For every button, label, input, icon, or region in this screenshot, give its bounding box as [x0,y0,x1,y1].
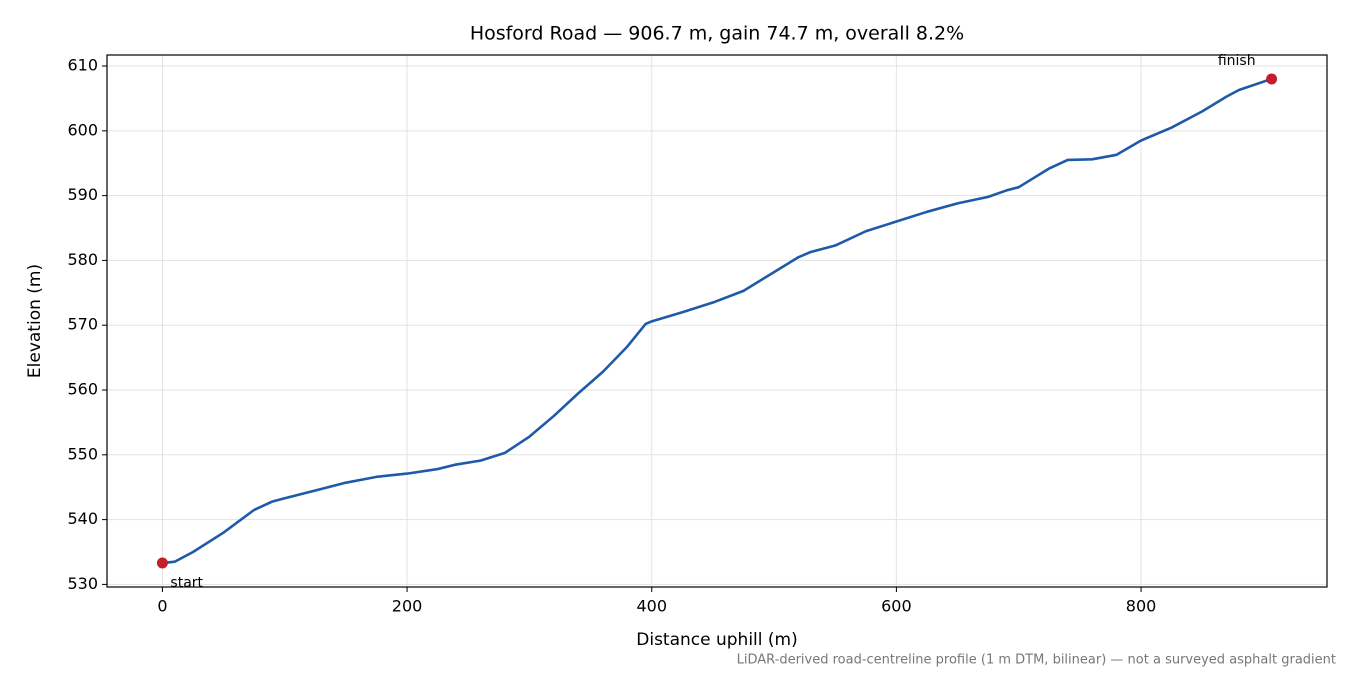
x-axis-label: Distance uphill (m) [636,630,797,650]
x-tick-label: 800 [1126,597,1157,616]
y-tick-label: 550 [67,444,98,463]
y-tick-label: 570 [67,315,98,334]
annotation: finish [1218,53,1256,69]
footnote: LiDAR-derived road-centreline profile (1… [737,653,1336,668]
plot-frame [106,54,1328,588]
x-tick-label: 400 [636,597,667,616]
y-tick-label: 540 [67,509,98,528]
x-tick-label: 600 [881,597,912,616]
x-tick-label: 0 [157,597,167,616]
y-tick-label: 560 [67,380,98,399]
y-tick-label: 580 [67,250,98,269]
y-axis-label: Elevation (m) [25,264,45,378]
y-tick-label: 600 [67,120,98,139]
endpoint-marker [1266,73,1278,85]
y-tick-label: 590 [67,185,98,204]
x-tick-label: 200 [392,597,423,616]
y-tick-label: 610 [67,56,98,75]
endpoint-marker [156,557,168,569]
annotation: start [170,575,203,591]
y-tick-label: 530 [67,574,98,593]
chart-title: Hosford Road — 906.7 m, gain 74.7 m, ove… [470,23,964,45]
elevation-line [162,77,1272,565]
